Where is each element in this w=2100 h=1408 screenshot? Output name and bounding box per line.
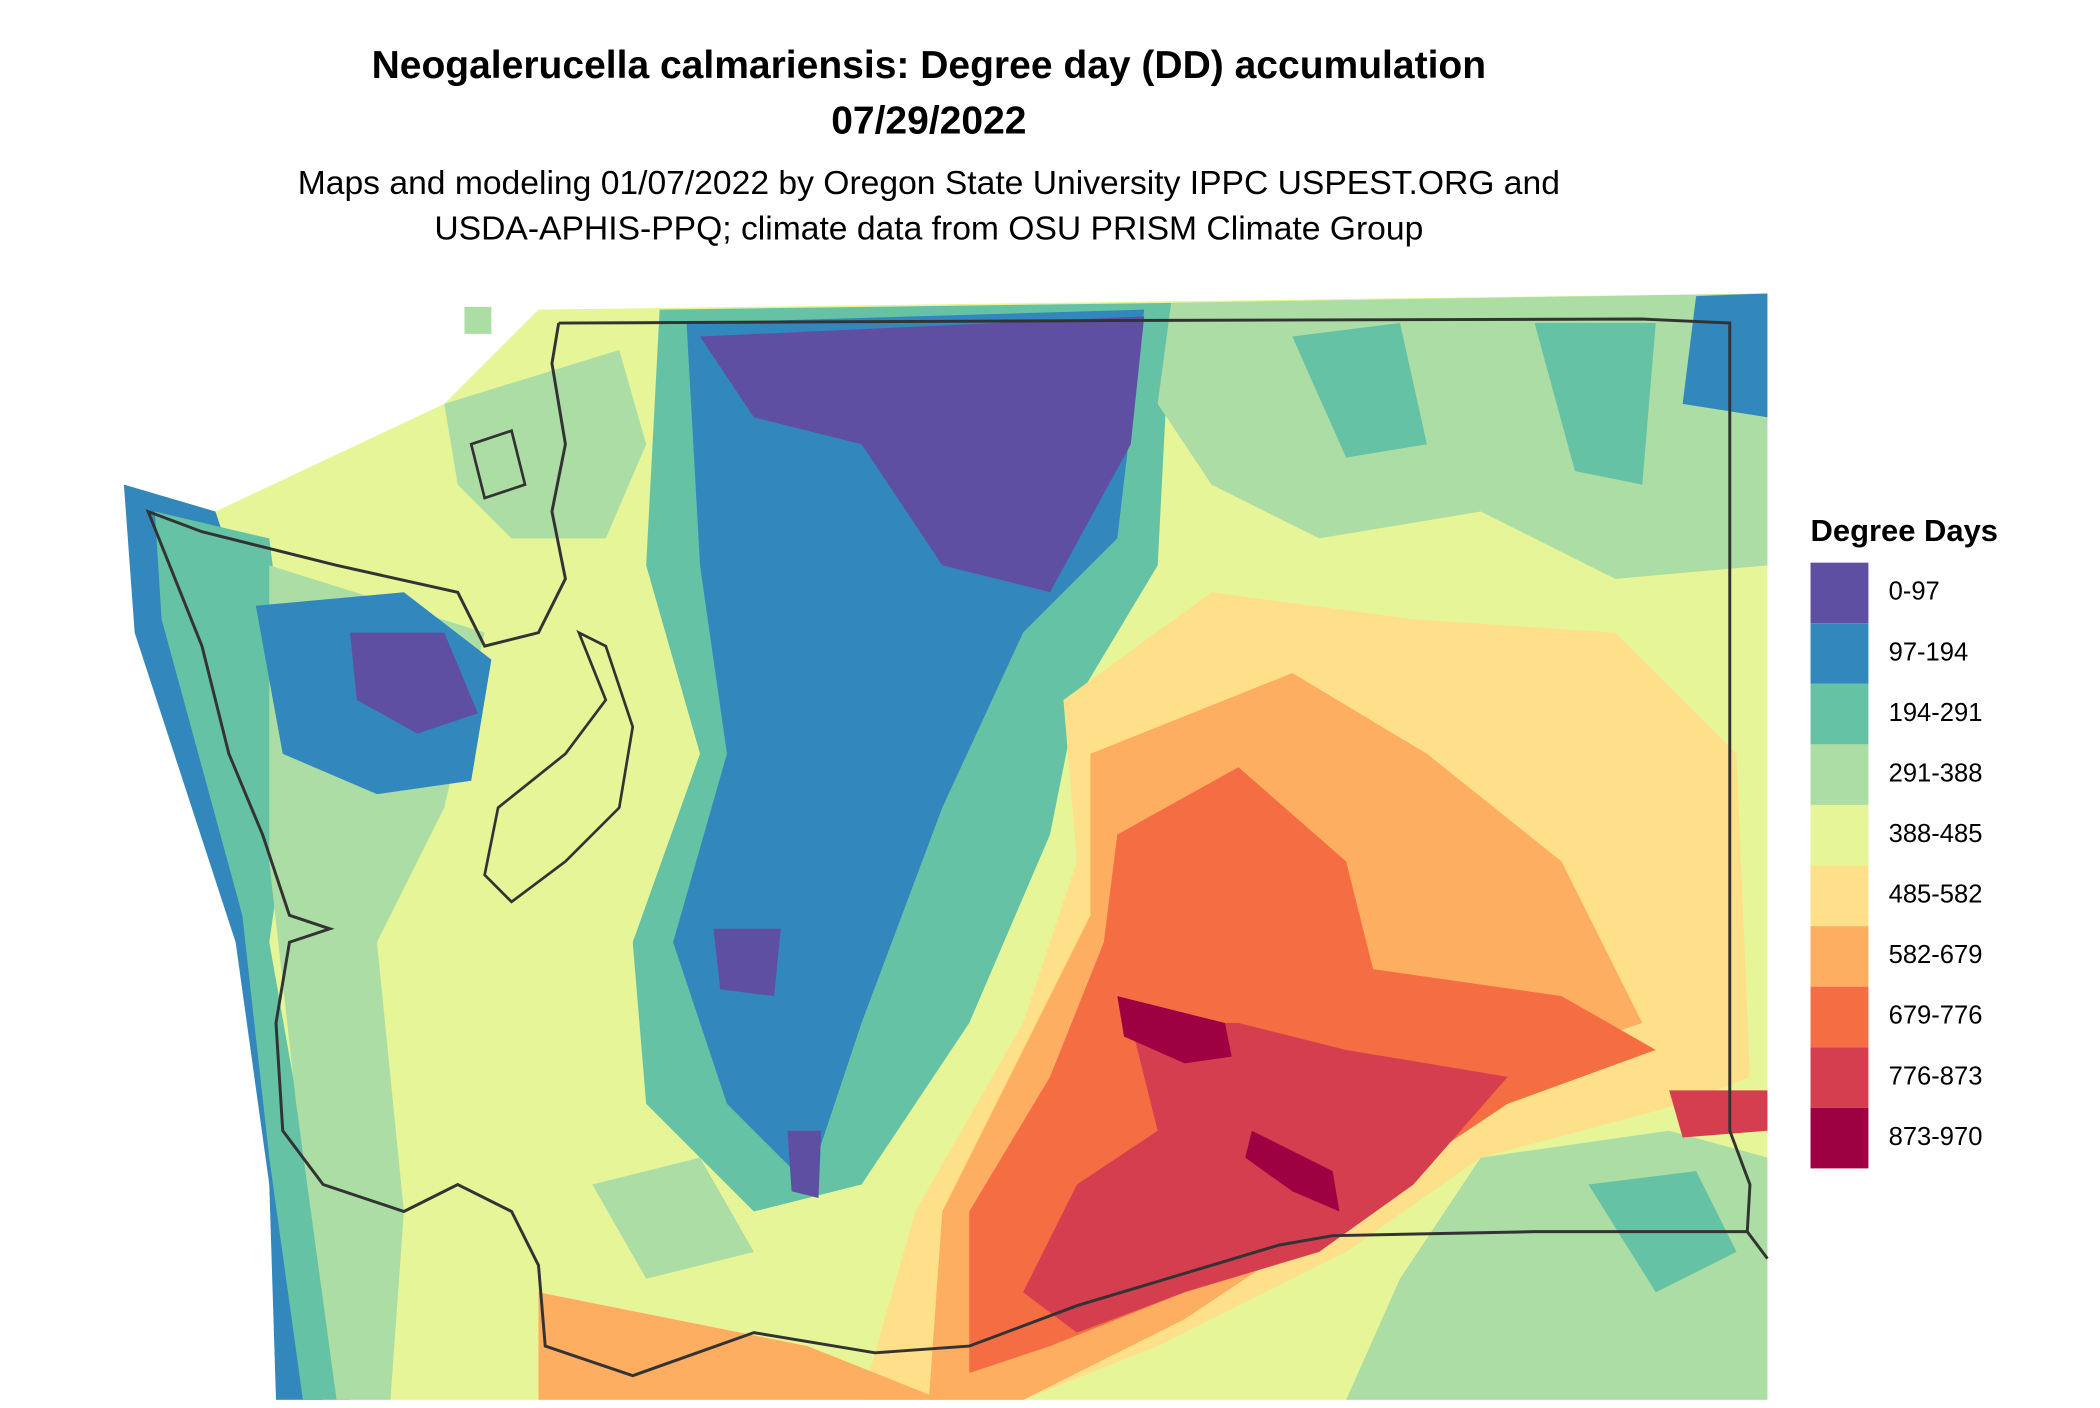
map-region bbox=[713, 928, 781, 997]
legend-label: 291-388 bbox=[1889, 759, 1983, 787]
map-region bbox=[154, 511, 351, 1400]
legend-swatch bbox=[1810, 865, 1869, 927]
map-region bbox=[1117, 996, 1232, 1064]
legend-swatch bbox=[1810, 986, 1869, 1048]
map-region bbox=[444, 349, 647, 539]
legend-swatch bbox=[1810, 683, 1869, 745]
map-region bbox=[1682, 293, 1768, 418]
map-region bbox=[350, 632, 478, 734]
legend-title: Degree Days bbox=[1811, 513, 1998, 548]
legend-swatch bbox=[1810, 623, 1869, 684]
legend-swatch bbox=[1810, 804, 1869, 866]
subtitle: Maps and modeling 01/07/2022 by Oregon S… bbox=[298, 165, 1560, 202]
legend-label: 582-679 bbox=[1889, 941, 1983, 969]
legend-label: 485-582 bbox=[1889, 881, 1983, 909]
legend-swatch bbox=[1810, 562, 1869, 624]
map-region bbox=[700, 316, 1145, 593]
island bbox=[469, 429, 527, 500]
legend-label: 97-194 bbox=[1889, 638, 1969, 666]
map-region bbox=[1669, 1090, 1768, 1138]
title: Neogalerucella calmariensis: Degree day … bbox=[372, 44, 1487, 87]
legend-label: 0-97 bbox=[1889, 578, 1940, 606]
legend-swatch bbox=[1810, 744, 1869, 805]
map-region bbox=[1245, 1130, 1340, 1212]
legend-swatch bbox=[1810, 926, 1869, 987]
map-region bbox=[1023, 1023, 1508, 1333]
title: 07/29/2022 bbox=[831, 99, 1026, 142]
subtitle: USDA-APHIS-PPQ; climate data from OSU PR… bbox=[434, 211, 1423, 248]
map-region bbox=[592, 1157, 754, 1279]
legend-label: 194-291 bbox=[1889, 699, 1983, 727]
legend-label: 679-776 bbox=[1889, 1002, 1983, 1030]
legend-label: 388-485 bbox=[1889, 820, 1983, 848]
legend-swatch bbox=[1810, 1107, 1869, 1169]
map-region bbox=[1534, 323, 1656, 485]
state-border bbox=[145, 317, 1769, 1378]
map-region bbox=[464, 306, 492, 334]
legend: 0-97 97-194 194-291 291-388 388-485 485-582 58… bbox=[1810, 562, 1983, 1169]
legend-label: 776-873 bbox=[1889, 1062, 1983, 1090]
map-region bbox=[787, 1130, 822, 1199]
legend-label: 873-970 bbox=[1889, 1123, 1983, 1151]
map-region bbox=[1292, 323, 1427, 458]
puget-sound bbox=[483, 629, 635, 904]
legend-swatch bbox=[1810, 1047, 1869, 1108]
map bbox=[123, 293, 1769, 1400]
